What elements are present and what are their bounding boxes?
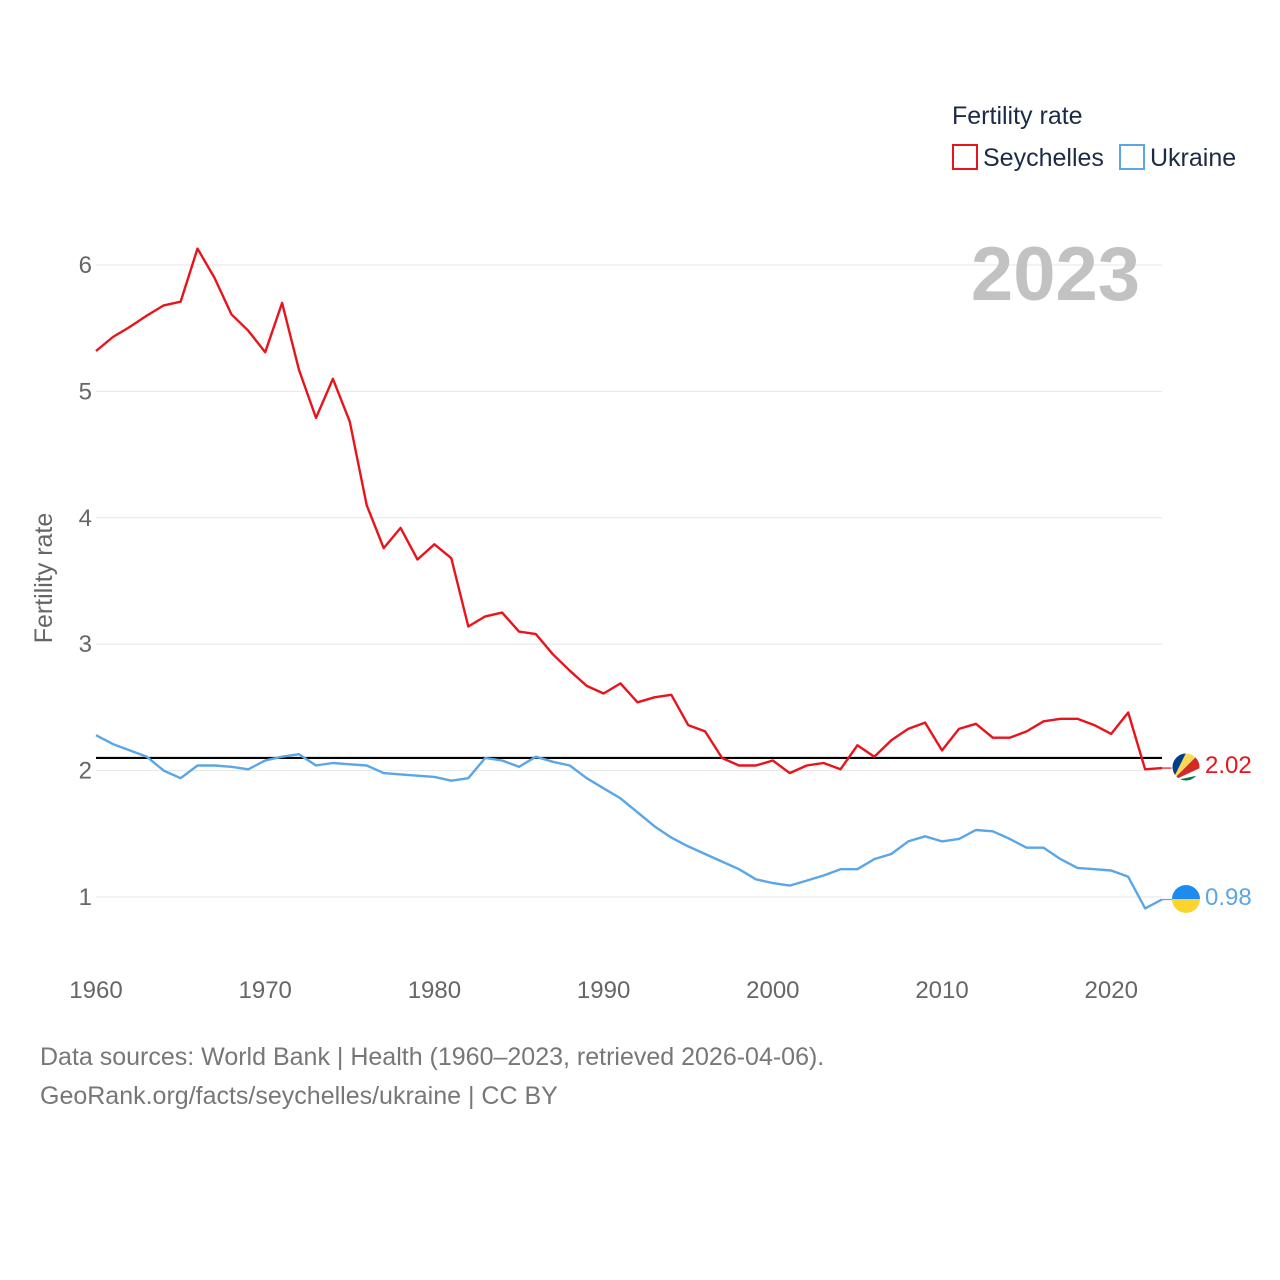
series-lines — [95, 247, 1172, 910]
y-tick-label: 3 — [79, 631, 92, 658]
gridlines — [96, 264, 1162, 898]
legend: Fertility rate Seychelles Ukraine — [952, 102, 1236, 172]
x-tick-label: 2000 — [746, 977, 799, 1004]
y-tick-label: 1 — [79, 884, 92, 911]
current-year-label: 2023 — [971, 232, 1140, 317]
series-line-ukraine — [95, 734, 1163, 910]
x-tick-label: 1970 — [239, 977, 292, 1004]
seychelles-end-value: 2.02 — [1205, 752, 1252, 779]
footer-attribution: GeoRank.org/facts/seychelles/ukraine | C… — [40, 1082, 558, 1110]
legend-swatch-ukraine[interactable] — [1119, 144, 1145, 170]
footer-sources: Data sources: World Bank | Health (1960–… — [40, 1043, 825, 1071]
legend-title: Fertility rate — [952, 102, 1083, 130]
ukraine-end-value: 0.98 — [1205, 884, 1252, 911]
x-tick-label: 1960 — [69, 977, 122, 1004]
series-line-seychelles — [95, 247, 1163, 775]
y-axis-title: Fertility rate — [30, 513, 58, 644]
y-axis-ticks: 1 2 3 4 5 6 — [79, 252, 92, 911]
x-axis-ticks: 1960 1970 1980 1990 2000 2010 2020 — [69, 977, 1138, 1004]
y-tick-label: 6 — [79, 252, 92, 279]
y-tick-label: 5 — [79, 378, 92, 405]
y-tick-label: 4 — [79, 505, 92, 532]
legend-label-ukraine[interactable]: Ukraine — [1150, 144, 1236, 172]
x-tick-label: 2010 — [915, 977, 968, 1004]
x-tick-label: 1990 — [577, 977, 630, 1004]
x-tick-label: 2020 — [1085, 977, 1138, 1004]
y-tick-label: 2 — [79, 758, 92, 785]
x-tick-label: 1980 — [408, 977, 461, 1004]
seychelles-flag-icon — [1172, 753, 1200, 781]
ukraine-flag-icon — [1172, 885, 1200, 913]
legend-swatch-seychelles[interactable] — [952, 144, 978, 170]
legend-label-seychelles[interactable]: Seychelles — [983, 144, 1104, 172]
